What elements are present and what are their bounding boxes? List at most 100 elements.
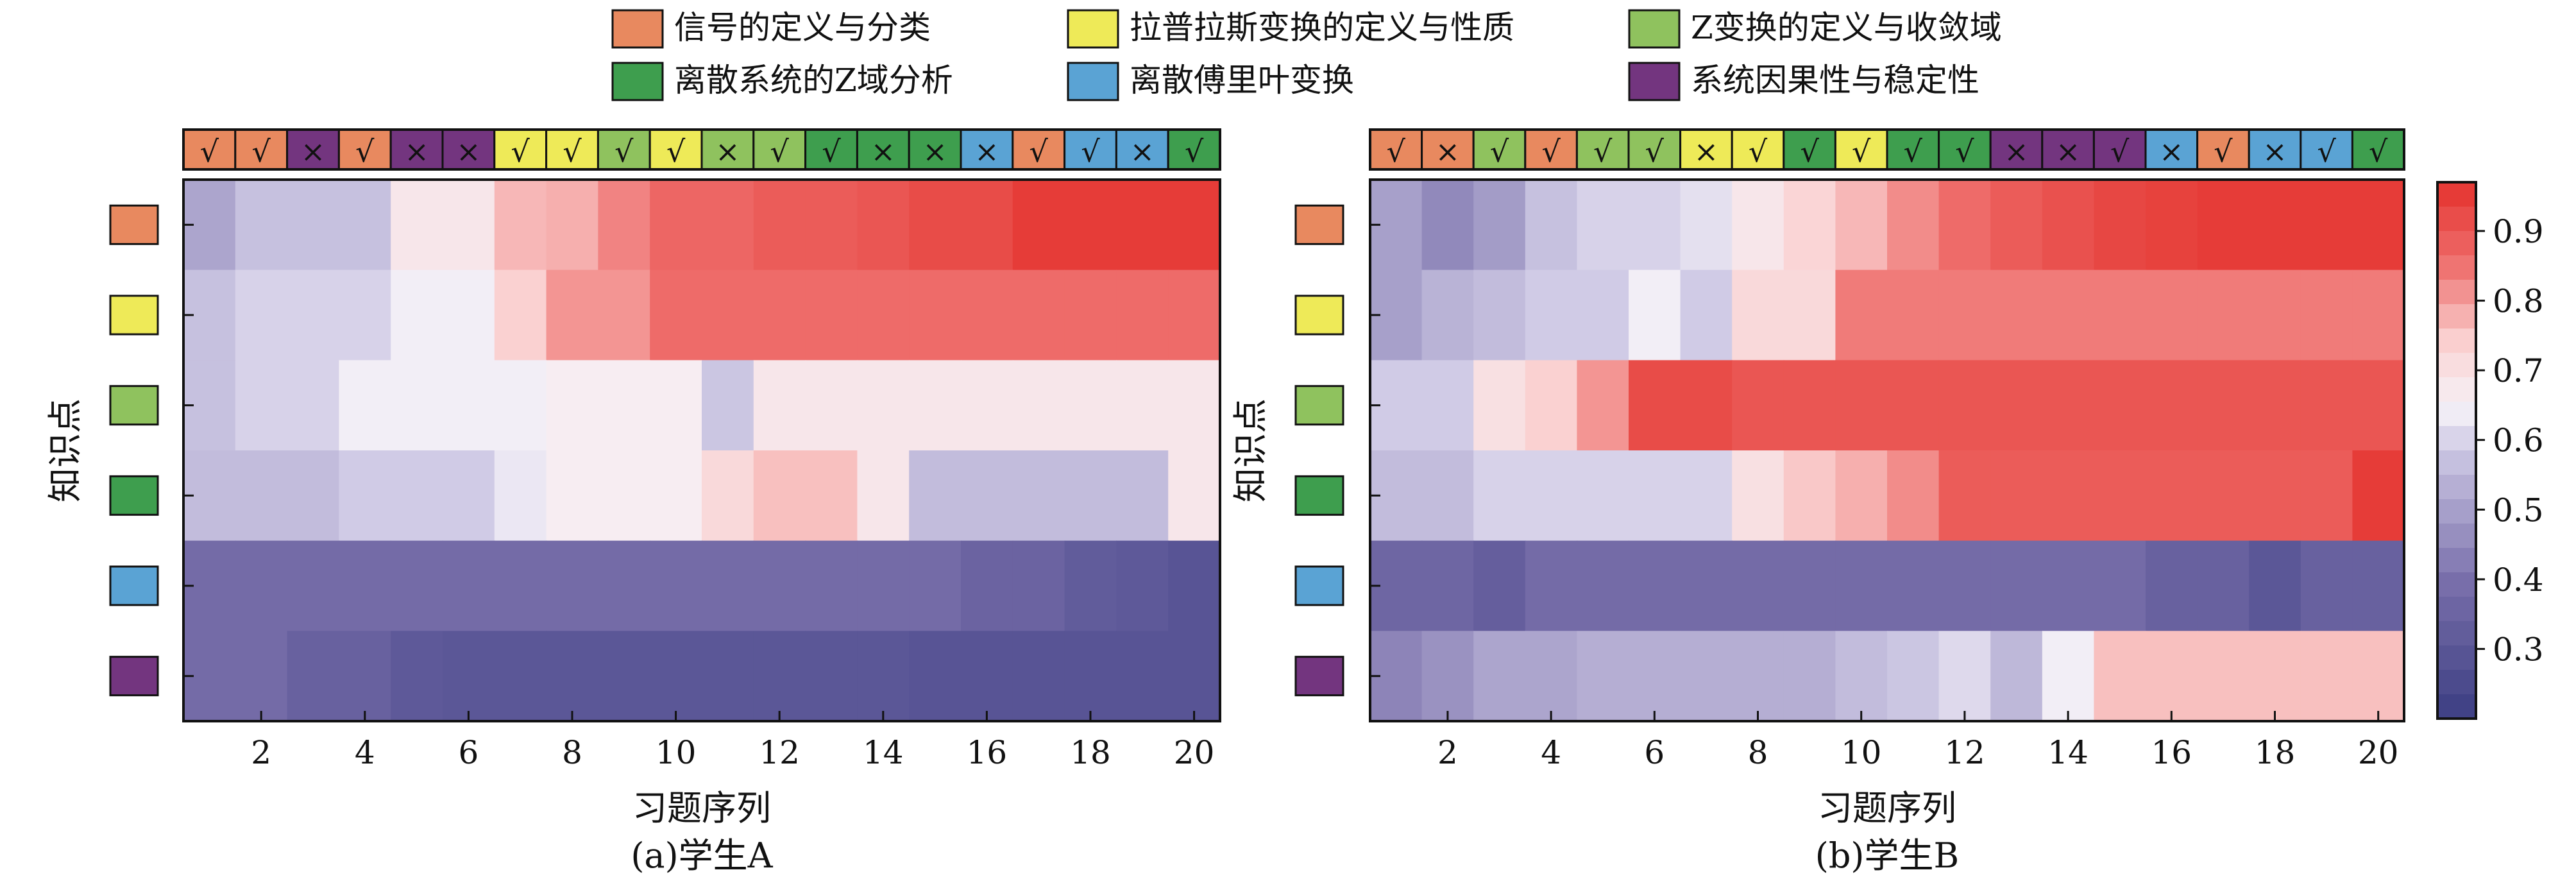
heatmap-cell bbox=[1525, 180, 1578, 271]
x-tick-label: 4 bbox=[1541, 734, 1561, 771]
heatmap-cell bbox=[857, 450, 910, 542]
colorbar-frame bbox=[2436, 181, 2477, 720]
exercise-mark: √ bbox=[1955, 134, 1974, 169]
heatmap-cell bbox=[753, 631, 806, 722]
heatmap-cell bbox=[287, 269, 340, 361]
heatmap-cell bbox=[1421, 631, 1474, 722]
heatmap-frame bbox=[182, 178, 1221, 722]
heatmap-cell bbox=[1887, 450, 1940, 542]
colorbar-tick-label: 0.9 bbox=[2493, 213, 2544, 250]
heatmap-cell bbox=[1887, 360, 1940, 451]
heatmap-cell bbox=[235, 180, 288, 271]
exercise-mark: √ bbox=[822, 134, 841, 169]
heatmap-cell bbox=[598, 540, 650, 632]
y-kp-marker bbox=[109, 475, 159, 516]
heatmap-cell bbox=[2352, 450, 2405, 542]
x-tick-label: 4 bbox=[355, 734, 375, 771]
heatmap-cell bbox=[443, 450, 495, 542]
legend-swatch bbox=[1067, 9, 1119, 49]
exercise-tag bbox=[648, 128, 703, 171]
colorbar-tick-label: 0.8 bbox=[2493, 283, 2544, 320]
panel-student-a: √ √ × √ × × √ √ √ √ × √ √ × × × √ √ × √ 2 4 6 8 10 12 14 16 18 20 习题序列… bbox=[45, 128, 1221, 876]
exercise-tag bbox=[1012, 128, 1066, 171]
heatmap-cell bbox=[339, 180, 391, 271]
heatmap-cell bbox=[1680, 269, 1733, 361]
exercise-mark: × bbox=[2004, 134, 2029, 169]
heatmap-cell bbox=[909, 180, 962, 271]
y-kp-marker bbox=[109, 656, 159, 697]
heatmap-cell bbox=[805, 269, 858, 361]
heatmap-cell bbox=[1783, 450, 1836, 542]
exercise-mark: √ bbox=[252, 134, 271, 169]
heatmap-cell bbox=[339, 450, 391, 542]
colorbar-segment bbox=[2437, 207, 2476, 232]
heatmap-cell bbox=[650, 180, 702, 271]
exercise-tag bbox=[1834, 128, 1888, 171]
heatmap-cell bbox=[1421, 269, 1474, 361]
exercise-tag bbox=[1167, 128, 1221, 171]
heatmap-cell bbox=[1887, 269, 1940, 361]
exercise-tag bbox=[1575, 128, 1630, 171]
heatmap-cell bbox=[598, 360, 650, 451]
y-kp-marker bbox=[1294, 294, 1344, 336]
heatmap-cell bbox=[1064, 269, 1117, 361]
heatmap-cell bbox=[2042, 360, 2095, 451]
exercise-mark: √ bbox=[1030, 134, 1049, 169]
heatmap-cell bbox=[1168, 540, 1221, 632]
heatmap-cell bbox=[753, 269, 806, 361]
heatmap-cell bbox=[235, 450, 288, 542]
x-tick-label: 6 bbox=[1644, 734, 1665, 771]
heatmap-cell bbox=[1990, 450, 2043, 542]
colorbar: 0.3 0.4 0.5 0.6 0.7 0.8 0.9 bbox=[2436, 181, 2544, 720]
legend-label: 离散傅里叶变换 bbox=[1130, 62, 1354, 99]
heatmap-cell bbox=[702, 540, 754, 632]
exercise-tag bbox=[1115, 128, 1169, 171]
exercise-mark: × bbox=[1694, 134, 1719, 169]
y-kp-marker bbox=[1294, 385, 1344, 426]
heatmap-cell bbox=[909, 540, 962, 632]
exercise-mark: √ bbox=[1749, 134, 1768, 169]
x-axis-label: 习题序列 bbox=[1818, 788, 1956, 828]
heatmap-cell bbox=[1680, 450, 1733, 542]
heatmap-cell bbox=[443, 360, 495, 451]
heatmap-cell bbox=[1938, 269, 1991, 361]
heatmap-cell bbox=[1473, 180, 1526, 271]
heatmap-cell bbox=[805, 180, 858, 271]
heatmap-cell bbox=[598, 180, 650, 271]
panel-student-b: √ × √ √ √ √ × √ √ √ √ √ × × √ × √ × √ √ 2 4 6 8 10 12 14 16 18 20 习题序列… bbox=[1230, 128, 2405, 876]
heatmap-cell bbox=[1783, 180, 1836, 271]
y-kp-marker bbox=[109, 565, 159, 606]
heatmap-cell bbox=[2042, 269, 2095, 361]
heatmap-cell bbox=[287, 180, 340, 271]
heatmap-cell bbox=[2042, 180, 2095, 271]
heatmap-cell bbox=[909, 450, 962, 542]
heatmap-cell bbox=[2300, 360, 2353, 451]
colorbar-segment bbox=[2437, 597, 2476, 622]
heatmap-cell bbox=[2249, 540, 2301, 632]
heatmap-cell bbox=[1887, 180, 1940, 271]
exercise-mark: √ bbox=[1904, 134, 1923, 169]
heatmap-cell bbox=[287, 631, 340, 722]
heatmap-cell bbox=[1835, 631, 1888, 722]
heatmap-cell bbox=[2146, 450, 2198, 542]
heatmap-cell bbox=[857, 180, 910, 271]
heatmap-cell bbox=[1168, 269, 1221, 361]
heatmap-cell bbox=[287, 360, 340, 451]
heatmap-cell bbox=[1680, 540, 1733, 632]
x-axis-label: 习题序列 bbox=[632, 788, 771, 828]
heatmap-cell bbox=[857, 269, 910, 361]
heatmap-cell bbox=[1525, 269, 1578, 361]
heatmap-cell bbox=[1473, 540, 1526, 632]
heatmap-cell bbox=[339, 631, 391, 722]
heatmap-cell bbox=[1938, 360, 1991, 451]
exercise-mark: × bbox=[715, 134, 740, 169]
heatmap-cell bbox=[2300, 269, 2353, 361]
heatmap-cell bbox=[2249, 360, 2301, 451]
heatmap-cell bbox=[391, 450, 443, 542]
y-kp-marker bbox=[1294, 565, 1344, 606]
exercise-mark: × bbox=[871, 134, 896, 169]
heatmap-cell bbox=[1629, 180, 1681, 271]
exercise-mark: × bbox=[456, 134, 481, 169]
heatmap-cell bbox=[494, 450, 547, 542]
